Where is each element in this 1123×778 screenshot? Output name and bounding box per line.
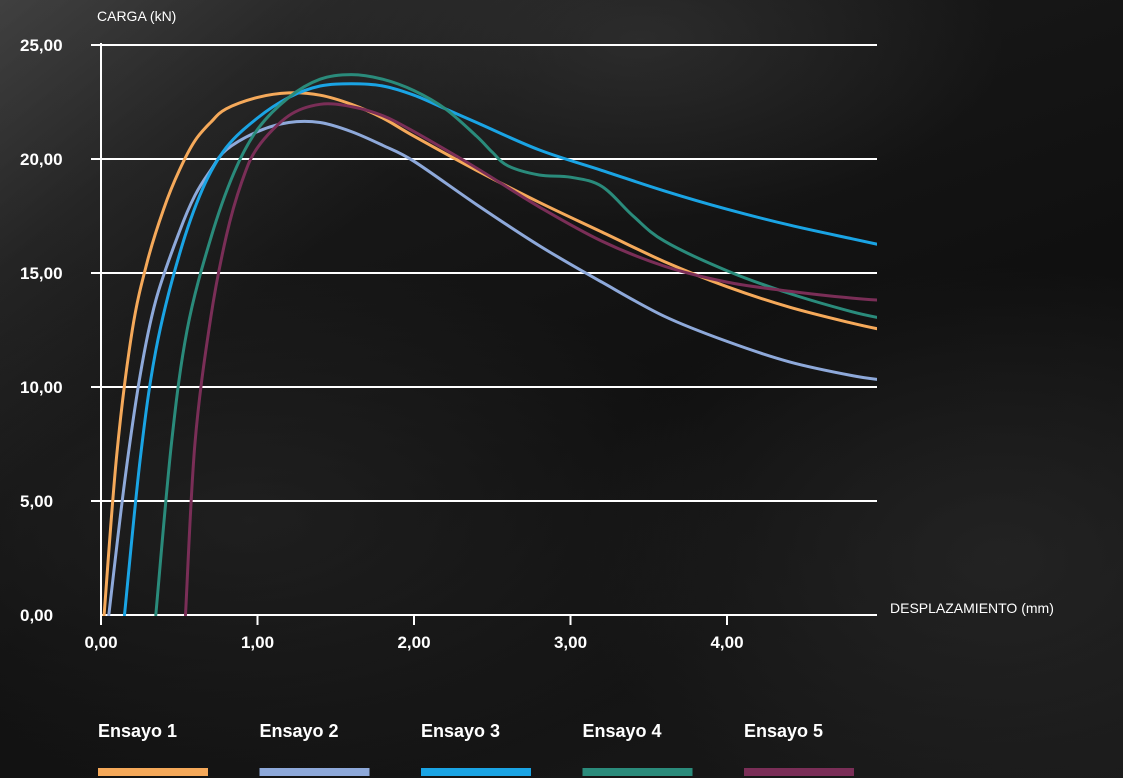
legend-label: Ensayo 1 [98, 721, 177, 741]
x-tick-label: 2,00 [397, 633, 430, 652]
legend-item-ensayo-2: Ensayo 2 [259, 721, 370, 776]
series-line-ensayo-1 [102, 91, 877, 616]
x-tick-labels: 0,00 1,00 2,00 3,00 4,00 [84, 615, 744, 652]
series-line-ensayo-5 [184, 102, 877, 616]
y-tick-label: 0,00 [20, 606, 53, 625]
y-axis-title: CARGA (kN) [97, 8, 176, 24]
series-lines [102, 73, 877, 616]
legend-label: Ensayo 2 [260, 721, 339, 741]
legend-swatch [98, 768, 208, 776]
x-tick-label: 3,00 [554, 633, 587, 652]
legend-swatch [744, 768, 854, 776]
legend-swatch [259, 768, 370, 776]
series-line-ensayo-4 [154, 73, 877, 616]
legend-label: Ensayo 5 [744, 721, 823, 741]
y-tick-label: 25,00 [20, 36, 63, 55]
legend: Ensayo 1 Ensayo 2 Ensayo 3 Ensayo 4 Ensayo 5 [98, 721, 854, 776]
y-tick-label: 20,00 [20, 150, 63, 169]
series-line-ensayo-2 [107, 119, 877, 616]
legend-item-ensayo-1: Ensayo 1 [98, 721, 208, 776]
x-axis-title: DESPLAZAMIENTO (mm) [890, 600, 1054, 616]
legend-swatch [421, 768, 531, 776]
legend-item-ensayo-5: Ensayo 5 [744, 721, 854, 776]
y-tick-label: 5,00 [20, 492, 53, 511]
x-tick-label: 0,00 [84, 633, 117, 652]
legend-label: Ensayo 3 [421, 721, 500, 741]
series-line-ensayo-3 [123, 82, 877, 616]
legend-swatch [582, 768, 693, 776]
grid-lines [91, 44, 877, 502]
y-tick-labels: 0,00 5,00 10,00 15,00 20,00 25,00 [20, 36, 63, 625]
legend-item-ensayo-4: Ensayo 4 [582, 721, 693, 776]
y-tick-label: 10,00 [20, 378, 63, 397]
y-tick-label: 15,00 [20, 264, 63, 283]
legend-label: Ensayo 4 [583, 721, 662, 741]
legend-item-ensayo-3: Ensayo 3 [421, 721, 531, 776]
x-tick-label: 4,00 [710, 633, 743, 652]
x-tick-label: 1,00 [241, 633, 274, 652]
